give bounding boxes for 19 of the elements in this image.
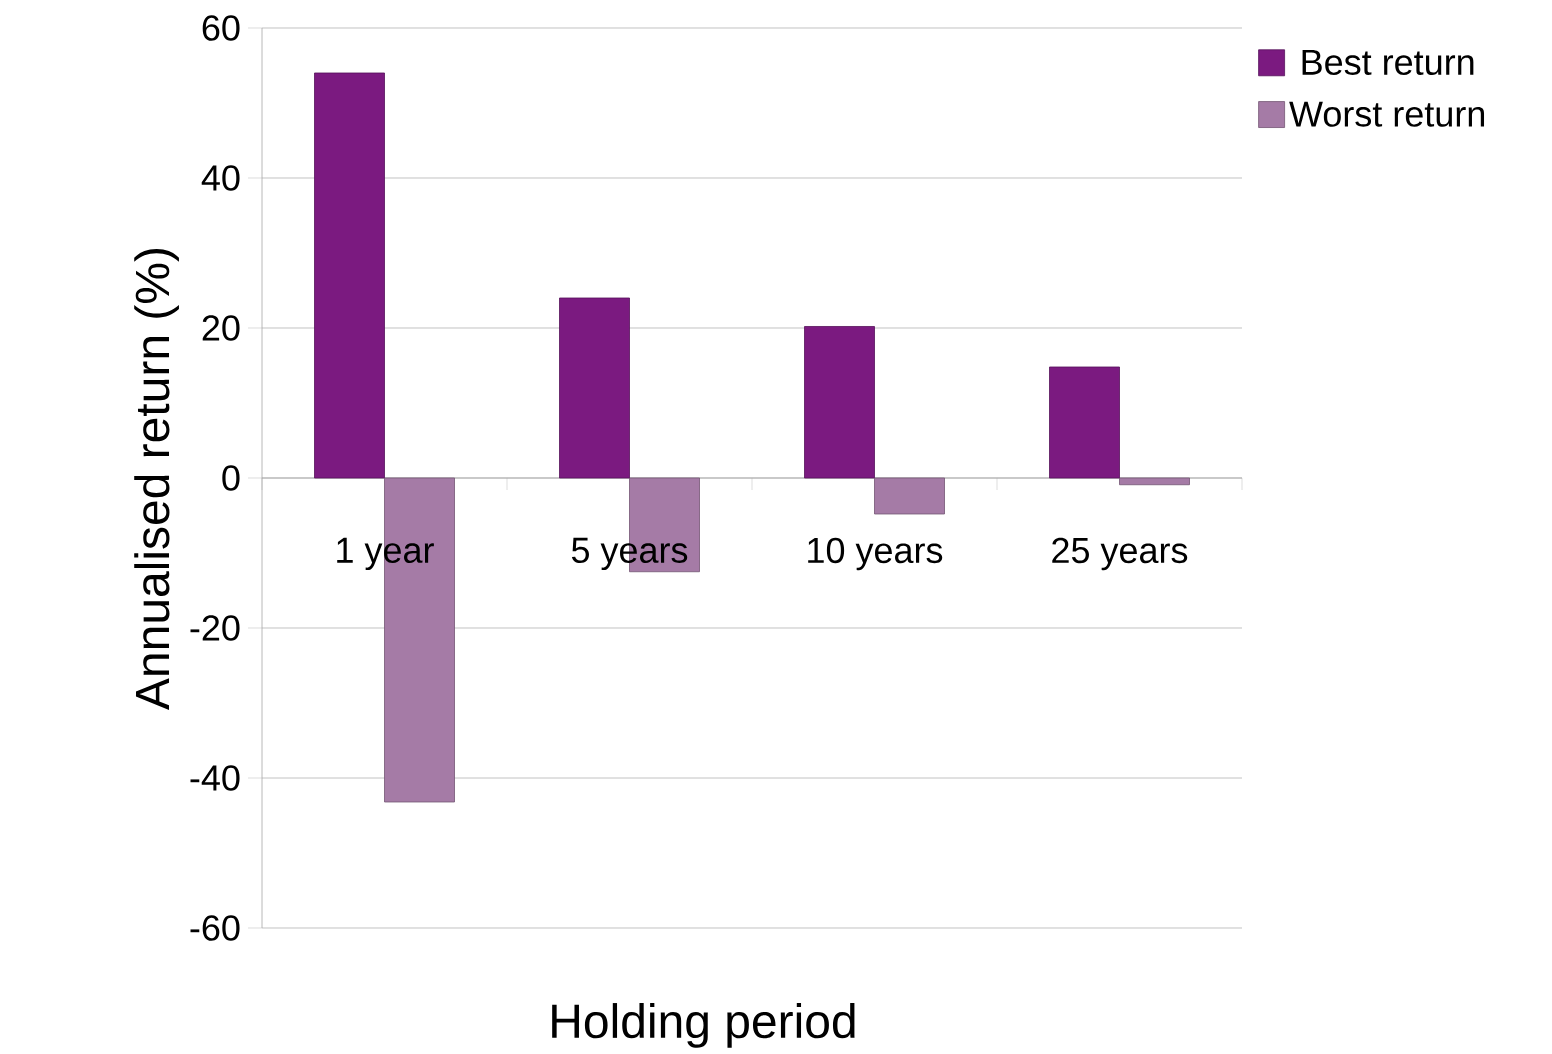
bar	[1119, 477, 1190, 485]
bar	[874, 477, 945, 515]
y-tick-label: -20	[190, 615, 240, 641]
bar	[559, 297, 630, 479]
y-tick-label: 40	[201, 165, 240, 191]
y-tick-label: 60	[202, 15, 240, 41]
y-tick-label: 20	[202, 315, 240, 341]
x-tick-label: 10 years	[808, 537, 943, 571]
x-axis-title: Holding period	[552, 1002, 855, 1048]
y-tick-label: -40	[190, 765, 240, 791]
bar	[314, 72, 385, 479]
legend-label: Worst return	[1289, 101, 1485, 127]
y-tick-label: 0	[222, 465, 240, 491]
y-axis-title: Annualised return (%)	[134, 248, 179, 710]
x-tick-label: 25 years	[1052, 537, 1188, 571]
legend-label: Best return	[1302, 49, 1474, 75]
y-tick-label: -60	[190, 915, 240, 941]
bar	[1049, 366, 1120, 479]
bar	[804, 325, 875, 479]
